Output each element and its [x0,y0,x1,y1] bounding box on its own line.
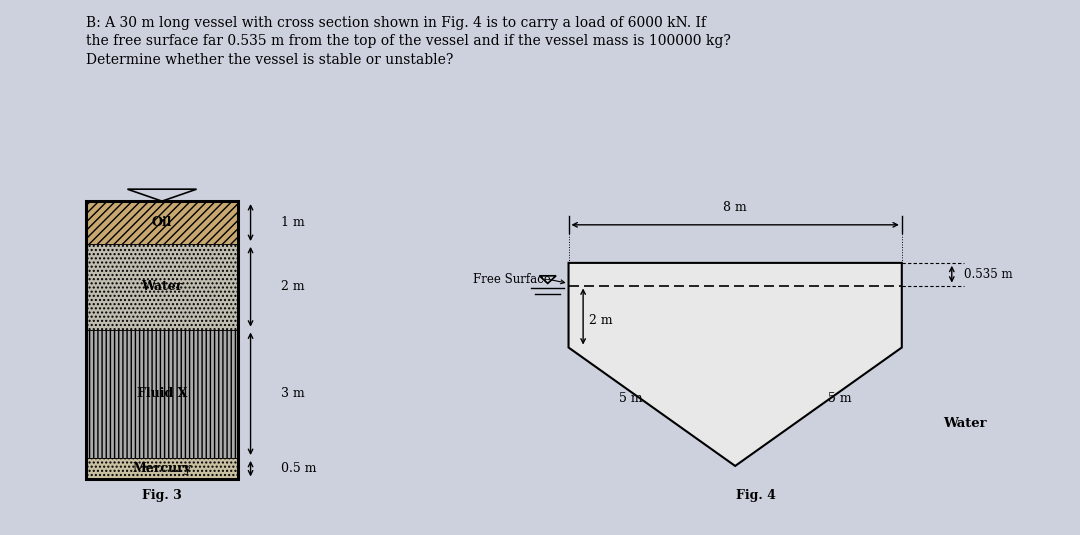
Text: Oil: Oil [152,216,172,229]
Text: 8 m: 8 m [724,201,747,215]
Text: Water: Water [141,280,183,293]
Text: B: A 30 m long vessel with cross section shown in Fig. 4 is to carry a load of 6: B: A 30 m long vessel with cross section… [86,16,731,67]
Text: 1 m: 1 m [281,216,305,229]
Text: Free Surface: Free Surface [473,273,551,286]
Bar [86,330,238,458]
Text: 5 m: 5 m [827,392,851,405]
Text: 0.535 m: 0.535 m [964,268,1013,281]
Text: 3 m: 3 m [281,387,305,400]
Text: Fig. 3: Fig. 3 [143,489,181,502]
Bar [86,201,238,479]
Bar [86,458,238,479]
Text: 5 m: 5 m [619,392,643,405]
Text: 2 m: 2 m [281,280,305,293]
Text: Fluid X: Fluid X [137,387,187,400]
Text: 2 m: 2 m [590,314,613,327]
Bar [86,201,238,244]
Bar [86,244,238,330]
Text: Water: Water [944,417,987,430]
Polygon shape [568,263,902,466]
Text: Fig. 4: Fig. 4 [737,489,775,502]
Text: 0.5 m: 0.5 m [281,462,316,475]
Text: Mercury: Mercury [133,462,191,475]
